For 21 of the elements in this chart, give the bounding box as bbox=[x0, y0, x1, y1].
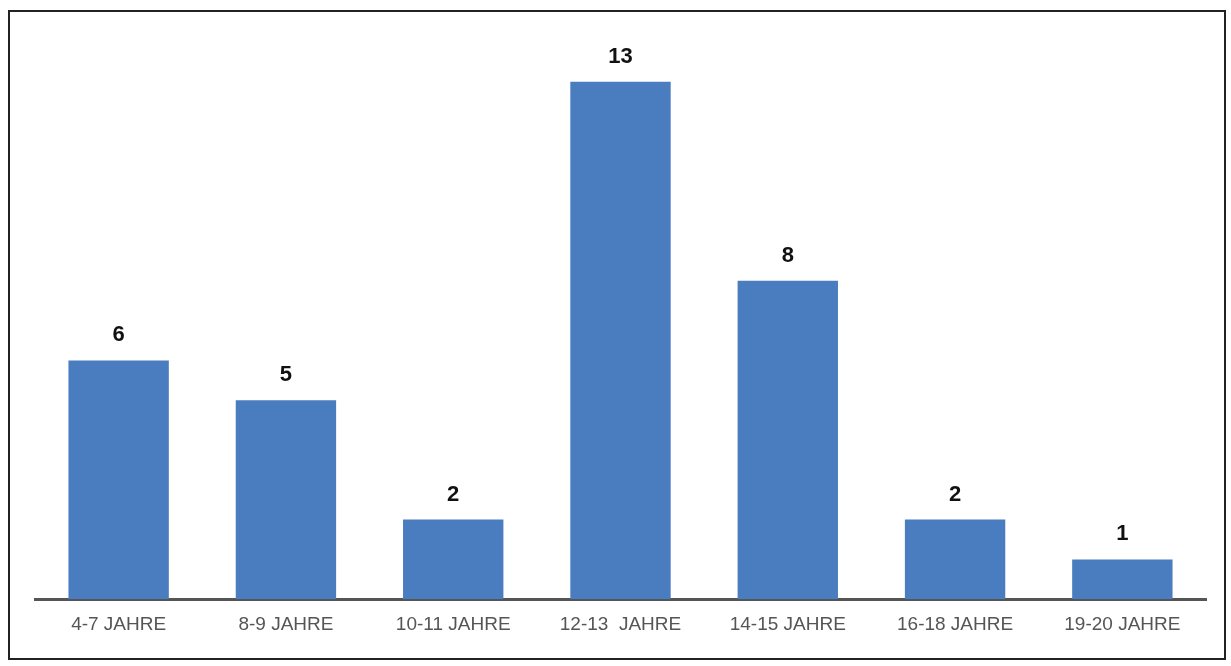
bar bbox=[737, 280, 838, 600]
data-label: 2 bbox=[948, 480, 962, 506]
bar bbox=[235, 400, 337, 600]
data-label: 5 bbox=[279, 361, 293, 387]
x-tick-label: 4-7 JAHRE bbox=[71, 612, 167, 634]
bar bbox=[904, 519, 1006, 600]
data-label: 1 bbox=[1116, 520, 1129, 546]
x-tick-label: 12-13 JAHRE bbox=[559, 612, 682, 634]
x-tick-label: 8-9 JAHRE bbox=[238, 612, 334, 634]
x-tick-label: 10-11 JAHRE bbox=[395, 612, 511, 634]
bar bbox=[1072, 559, 1173, 600]
bar bbox=[68, 360, 169, 600]
data-label: 8 bbox=[781, 241, 794, 267]
x-tick-label: 19-20 JAHRE bbox=[1064, 612, 1181, 634]
data-label: 6 bbox=[112, 321, 125, 347]
bar bbox=[570, 81, 671, 600]
x-tick-label: 16-18 JAHRE bbox=[896, 612, 1014, 634]
x-tick-label: 14-15 JAHRE bbox=[729, 612, 846, 634]
bar bbox=[403, 519, 504, 600]
data-label: 2 bbox=[447, 480, 460, 506]
data-label: 13 bbox=[608, 42, 633, 68]
